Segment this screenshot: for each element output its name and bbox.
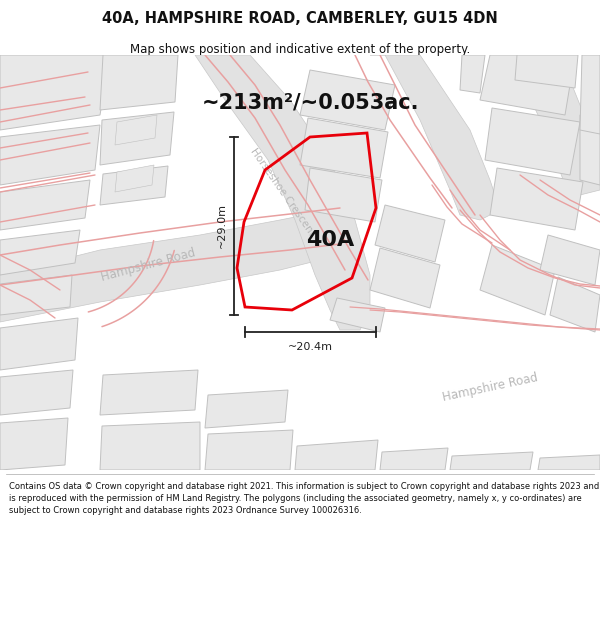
Polygon shape: [515, 55, 578, 88]
Polygon shape: [0, 212, 320, 322]
Polygon shape: [380, 448, 448, 470]
Polygon shape: [100, 166, 168, 205]
Polygon shape: [540, 235, 600, 285]
Polygon shape: [0, 418, 68, 470]
Polygon shape: [0, 370, 73, 415]
Polygon shape: [370, 248, 440, 308]
Polygon shape: [460, 55, 485, 93]
Polygon shape: [0, 125, 100, 185]
Polygon shape: [0, 180, 90, 230]
Polygon shape: [550, 277, 600, 332]
Polygon shape: [0, 275, 72, 315]
Polygon shape: [510, 55, 600, 195]
Polygon shape: [305, 168, 382, 222]
Text: ~213m²/~0.053ac.: ~213m²/~0.053ac.: [201, 92, 419, 112]
Polygon shape: [375, 205, 445, 262]
Polygon shape: [538, 455, 600, 470]
Polygon shape: [115, 165, 154, 192]
Text: 40A, HAMPSHIRE ROAD, CAMBERLEY, GU15 4DN: 40A, HAMPSHIRE ROAD, CAMBERLEY, GU15 4DN: [102, 11, 498, 26]
Polygon shape: [300, 118, 388, 178]
Polygon shape: [100, 55, 178, 110]
Text: ~29.0m: ~29.0m: [217, 204, 227, 249]
Polygon shape: [0, 55, 110, 130]
Polygon shape: [580, 115, 600, 185]
Polygon shape: [480, 55, 575, 115]
Polygon shape: [580, 55, 600, 134]
Polygon shape: [450, 452, 533, 470]
Polygon shape: [480, 245, 555, 315]
Polygon shape: [205, 390, 288, 428]
Polygon shape: [0, 318, 78, 370]
Polygon shape: [300, 70, 395, 130]
Polygon shape: [295, 440, 378, 470]
Polygon shape: [100, 112, 174, 165]
Text: Hampshire Road: Hampshire Road: [441, 371, 539, 404]
Polygon shape: [485, 108, 580, 175]
Text: ~20.4m: ~20.4m: [288, 342, 333, 352]
Polygon shape: [205, 430, 293, 470]
Text: Map shows position and indicative extent of the property.: Map shows position and indicative extent…: [130, 43, 470, 56]
Polygon shape: [490, 168, 583, 230]
Polygon shape: [115, 115, 157, 145]
Polygon shape: [370, 55, 500, 220]
Text: 40A: 40A: [306, 230, 354, 250]
Text: Hampshire Road: Hampshire Road: [100, 246, 197, 284]
Polygon shape: [330, 298, 385, 332]
Polygon shape: [195, 55, 370, 330]
Text: Contains OS data © Crown copyright and database right 2021. This information is : Contains OS data © Crown copyright and d…: [9, 482, 599, 515]
Text: Horseshoe Crescent: Horseshoe Crescent: [248, 146, 316, 238]
Polygon shape: [100, 422, 200, 470]
Polygon shape: [100, 370, 198, 415]
Polygon shape: [0, 230, 80, 275]
